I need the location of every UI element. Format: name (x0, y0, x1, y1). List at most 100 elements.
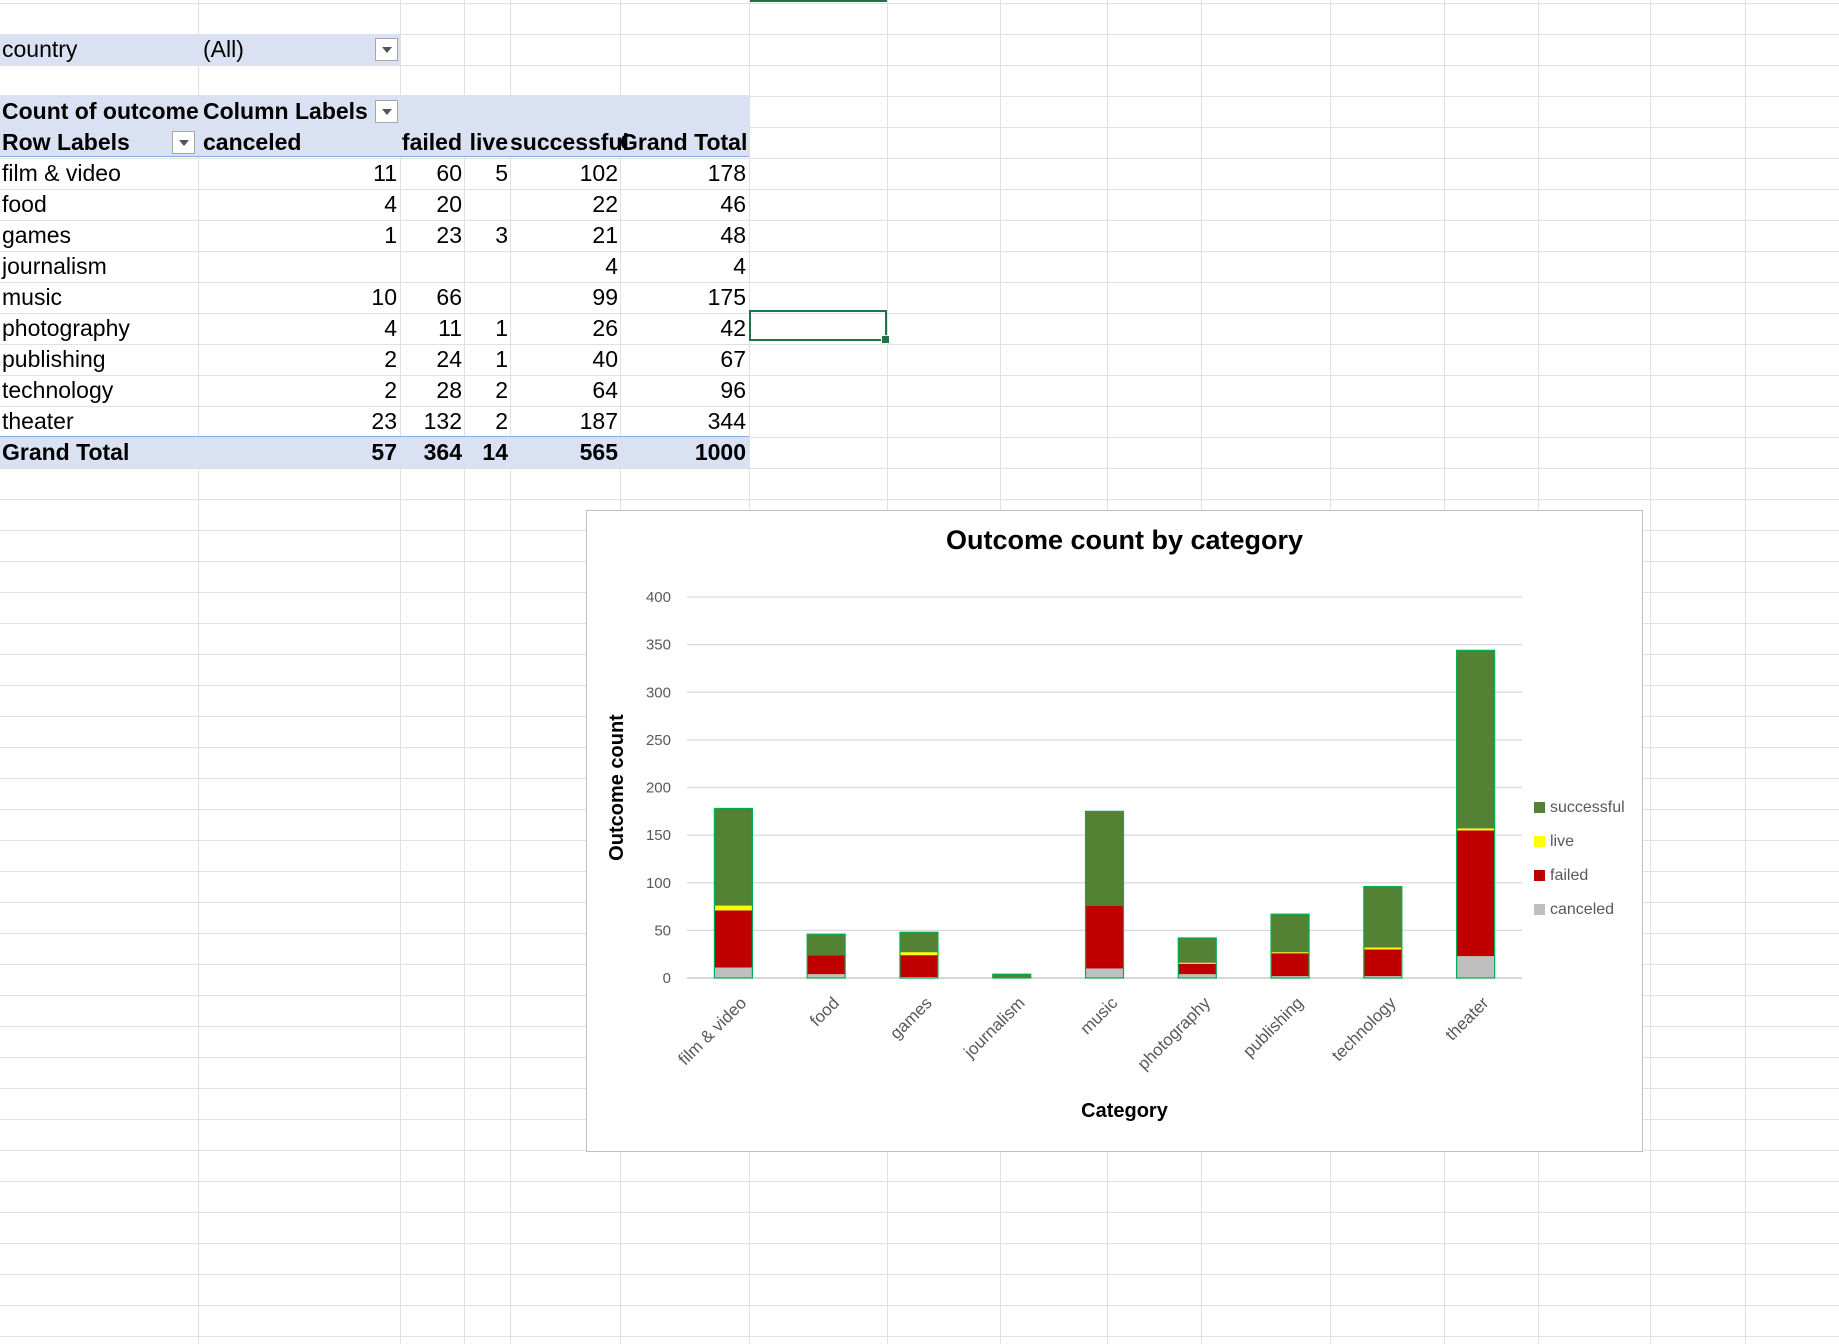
pivot-cell[interactable] (465, 251, 508, 282)
legend-swatch-failed (1534, 870, 1545, 881)
pivot-cell[interactable]: 10 (371, 284, 397, 310)
pivot-cell[interactable]: 60 (436, 160, 462, 186)
bar-segment-failed (1085, 905, 1124, 969)
pivot-row-label[interactable]: technology (2, 377, 114, 403)
chevron-down-icon (381, 46, 392, 53)
column-labels-dropdown-button[interactable] (375, 100, 398, 123)
grand-total-band (0, 437, 749, 468)
fill-handle[interactable] (881, 335, 890, 344)
pivot-cell[interactable]: 23 (371, 408, 397, 434)
legend-entry-successful: successful (1550, 799, 1625, 816)
x-tick-label: film & video (675, 993, 751, 1069)
bar-outline (899, 931, 939, 979)
bar-segment-successful (1178, 937, 1217, 963)
x-axis-title: Category (1081, 1100, 1169, 1122)
pivot-cell[interactable]: 48 (720, 222, 746, 248)
filter-dropdown-button[interactable] (375, 38, 398, 61)
filter-band (0, 34, 400, 65)
bar-segment-live (899, 952, 938, 956)
x-tick-label: technology (1328, 993, 1400, 1065)
pivot-cell[interactable]: 1 (384, 222, 397, 248)
bar-segment-successful (1363, 886, 1402, 948)
pivot-cell[interactable]: 2 (495, 408, 508, 434)
pivot-header-underline (0, 156, 749, 157)
pivot-cell[interactable]: 20 (436, 191, 462, 217)
pivot-row-label[interactable]: photography (2, 315, 130, 341)
column-header-failed: failed (401, 129, 462, 155)
pivot-cell[interactable]: 42 (720, 315, 746, 341)
pivot-cell[interactable]: 22 (592, 191, 618, 217)
pivot-cell[interactable]: 102 (579, 160, 618, 186)
y-axis-title: Outcome count (606, 714, 628, 861)
pivot-corner-label: Count of outcome (2, 98, 199, 124)
pivot-cell[interactable]: 66 (436, 284, 462, 310)
pivot-cell[interactable]: 4 (384, 315, 397, 341)
pivot-cell[interactable]: 24 (436, 346, 462, 372)
pivot-row-label[interactable]: journalism (2, 253, 107, 279)
bar-segment-failed (807, 955, 846, 975)
pivot-cell[interactable]: 2 (495, 377, 508, 403)
pivot-cell[interactable]: 64 (592, 377, 618, 403)
pivot-cell[interactable]: 1 (495, 315, 508, 341)
bar-segment-failed (714, 910, 753, 968)
pivot-cell[interactable]: 96 (720, 377, 746, 403)
legend-entry-failed: failed (1550, 867, 1588, 884)
pivot-cell[interactable]: 40 (592, 346, 618, 372)
filter-value[interactable]: (All) (203, 36, 244, 62)
pivot-cell[interactable]: 175 (707, 284, 746, 310)
pivot-cell[interactable]: 187 (579, 408, 618, 434)
pivot-cell[interactable]: 2 (384, 346, 397, 372)
y-tick-label: 250 (646, 732, 671, 749)
pivot-cell[interactable]: 5 (495, 160, 508, 186)
pivot-cell[interactable]: 11 (438, 315, 462, 341)
pivot-cell[interactable]: 1 (495, 346, 508, 372)
grand-total-live: 14 (482, 439, 508, 465)
pivot-cell[interactable]: 4 (605, 253, 618, 279)
pivot-cell[interactable]: 2 (384, 377, 397, 403)
pivot-row-label[interactable]: film & video (2, 160, 121, 186)
bar-outline (713, 807, 753, 979)
row-labels-dropdown-button[interactable] (172, 131, 195, 154)
pivot-cell[interactable]: 21 (592, 222, 618, 248)
pivot-cell[interactable]: 23 (436, 222, 462, 248)
chevron-down-icon (178, 139, 189, 146)
pivot-row-label[interactable]: food (2, 191, 47, 217)
pivot-cell[interactable]: 11 (373, 160, 397, 186)
y-tick-label: 0 (663, 970, 671, 987)
legend-entry-canceled: canceled (1550, 901, 1614, 918)
chart-area[interactable]: Outcome count by category 0 50 100 150 200 250… (586, 510, 1643, 1152)
bar-segment-successful (807, 934, 846, 956)
pivot-row-label[interactable]: games (2, 222, 72, 248)
pivot-row-label[interactable]: theater (2, 408, 74, 434)
pivot-cell[interactable]: 344 (707, 408, 746, 434)
pivot-cell[interactable]: 46 (720, 191, 746, 217)
pivot-cell[interactable]: 132 (423, 408, 462, 434)
pivot-cell[interactable] (465, 189, 508, 220)
pivot-cell[interactable]: 67 (720, 346, 746, 372)
active-cell[interactable] (749, 310, 890, 344)
y-tick-label: 50 (654, 922, 671, 939)
pivot-cell[interactable]: 28 (436, 377, 462, 403)
pivot-row-label[interactable]: publishing (2, 346, 106, 372)
chevron-down-icon (381, 108, 392, 115)
pivot-cell[interactable]: 4 (384, 191, 397, 217)
pivot-cell[interactable]: 99 (592, 284, 618, 310)
pivot-cell[interactable] (400, 251, 462, 282)
pivot-row-label[interactable]: music (2, 284, 63, 310)
pivot-cell[interactable]: 26 (592, 315, 618, 341)
pivot-cell[interactable]: 4 (733, 253, 746, 279)
legend-entry-live: live (1550, 833, 1574, 850)
y-tick-label: 300 (646, 684, 671, 701)
legend-swatch-successful (1534, 802, 1545, 813)
pivot-cell[interactable] (203, 251, 397, 282)
bar-segment-failed (1456, 830, 1495, 957)
bar-segment-successful (1456, 650, 1495, 829)
pivot-cell[interactable] (465, 282, 508, 313)
column-header-grand-total: Grand Total (620, 129, 748, 155)
pivot-header-band (0, 95, 749, 157)
pivot-cell[interactable]: 3 (495, 222, 508, 248)
bar-segment-failed (1363, 949, 1402, 977)
selected-column-indicator (750, 0, 887, 2)
chart-title: Outcome count by category (946, 525, 1303, 555)
pivot-cell[interactable]: 178 (707, 160, 746, 186)
